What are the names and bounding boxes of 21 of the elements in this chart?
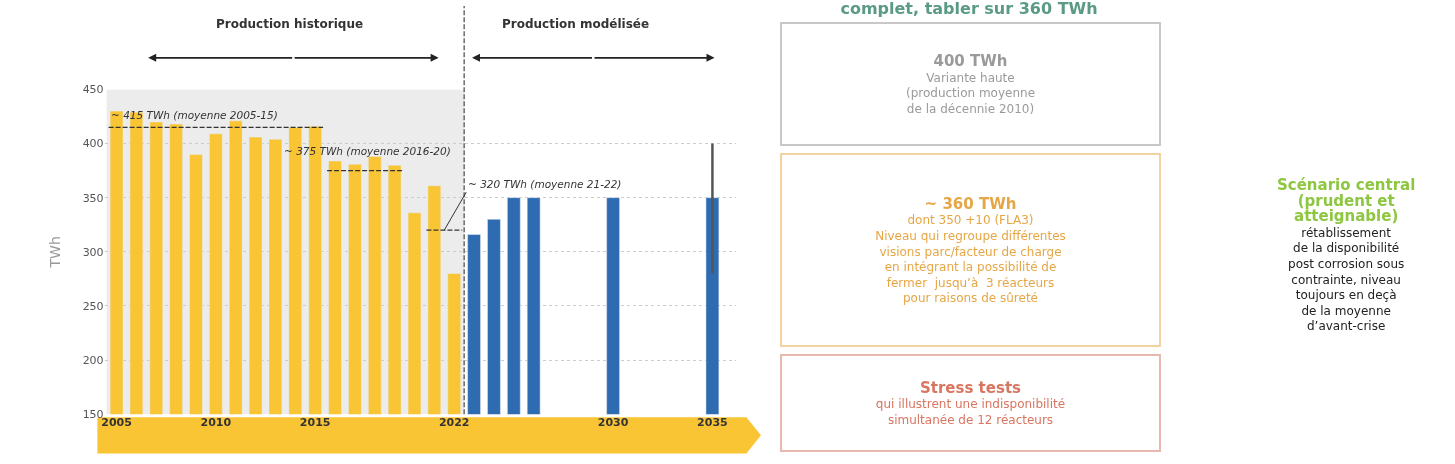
- x-tick-label: 2005: [101, 416, 132, 430]
- y-axis-title: TWh: [47, 236, 64, 269]
- x-tick-label: 2010: [200, 416, 232, 430]
- text: 400 TWh Variante haute (production moyenne de la décennie 2010): [905, 52, 1036, 116]
- y-tick-label: 200: [82, 353, 104, 367]
- y-tick-label: 400: [82, 137, 104, 151]
- text: complet, tabler sur 360 TWh: [840, 0, 1098, 18]
- x-tick-label: 2030: [597, 416, 629, 430]
- text: Stress tests qui illustrent une indisponibilité simultanée de 12 réacteurs: [875, 378, 1066, 428]
- text: ~ 360 TWh dont 350 +10 (FLA3) Niveau qui regroupe différentes visions parc/facteur de charge en intégrant la possibilité de fermer jusqu’à 3 réacteurs pour raisons de sûreté: [875, 194, 1066, 306]
- x-tick-label: 2022: [438, 416, 470, 430]
- text: Production modélisée: [502, 17, 650, 31]
- annotation: ~ 320 TWh (moyenne 21-22): [468, 178, 622, 190]
- y-tick-label: 350: [82, 191, 104, 205]
- text: Scénario central (prudent et atteignable) rétablissement de la disponibilité post corrosion sous contrainte, niveau toujours en deçà de la moyenne d’avant-crise: [1277, 176, 1416, 334]
- y-tick-label: 300: [82, 245, 104, 259]
- x-tick-label: 2035: [697, 416, 728, 430]
- y-tick-label: 250: [82, 299, 104, 313]
- y-tick-label: 450: [82, 83, 104, 97]
- text: Production historique: [216, 17, 364, 31]
- x-tick-label: 2015: [299, 416, 331, 430]
